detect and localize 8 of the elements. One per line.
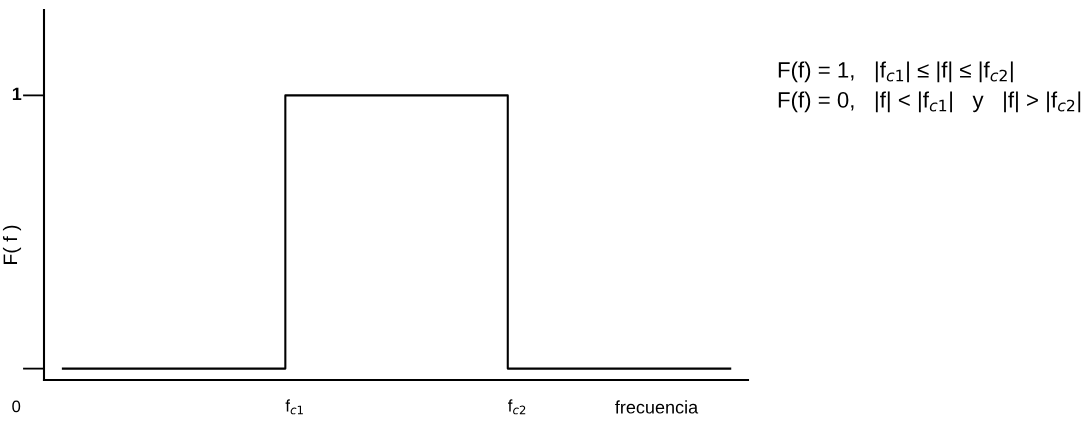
y-axis-title: F( f ) (2, 225, 22, 264)
text: 0 (12, 400, 21, 413)
text: 1 (12, 87, 22, 101)
text: F(f) = 0, |f| < |f$_{c1}$| y |f| > |f$_{c2}$| (778, 91, 1081, 113)
text: F(f) = 1, |f$_{c1}$| ≤ |f| ≤ |f$_{c2}$| (778, 61, 1013, 83)
x-tick-label: f$_{c2}$ (508, 399, 526, 415)
x-axis-title: frecuencia (615, 400, 699, 414)
x-tick-label: f$_{c1}$ (285, 399, 303, 415)
